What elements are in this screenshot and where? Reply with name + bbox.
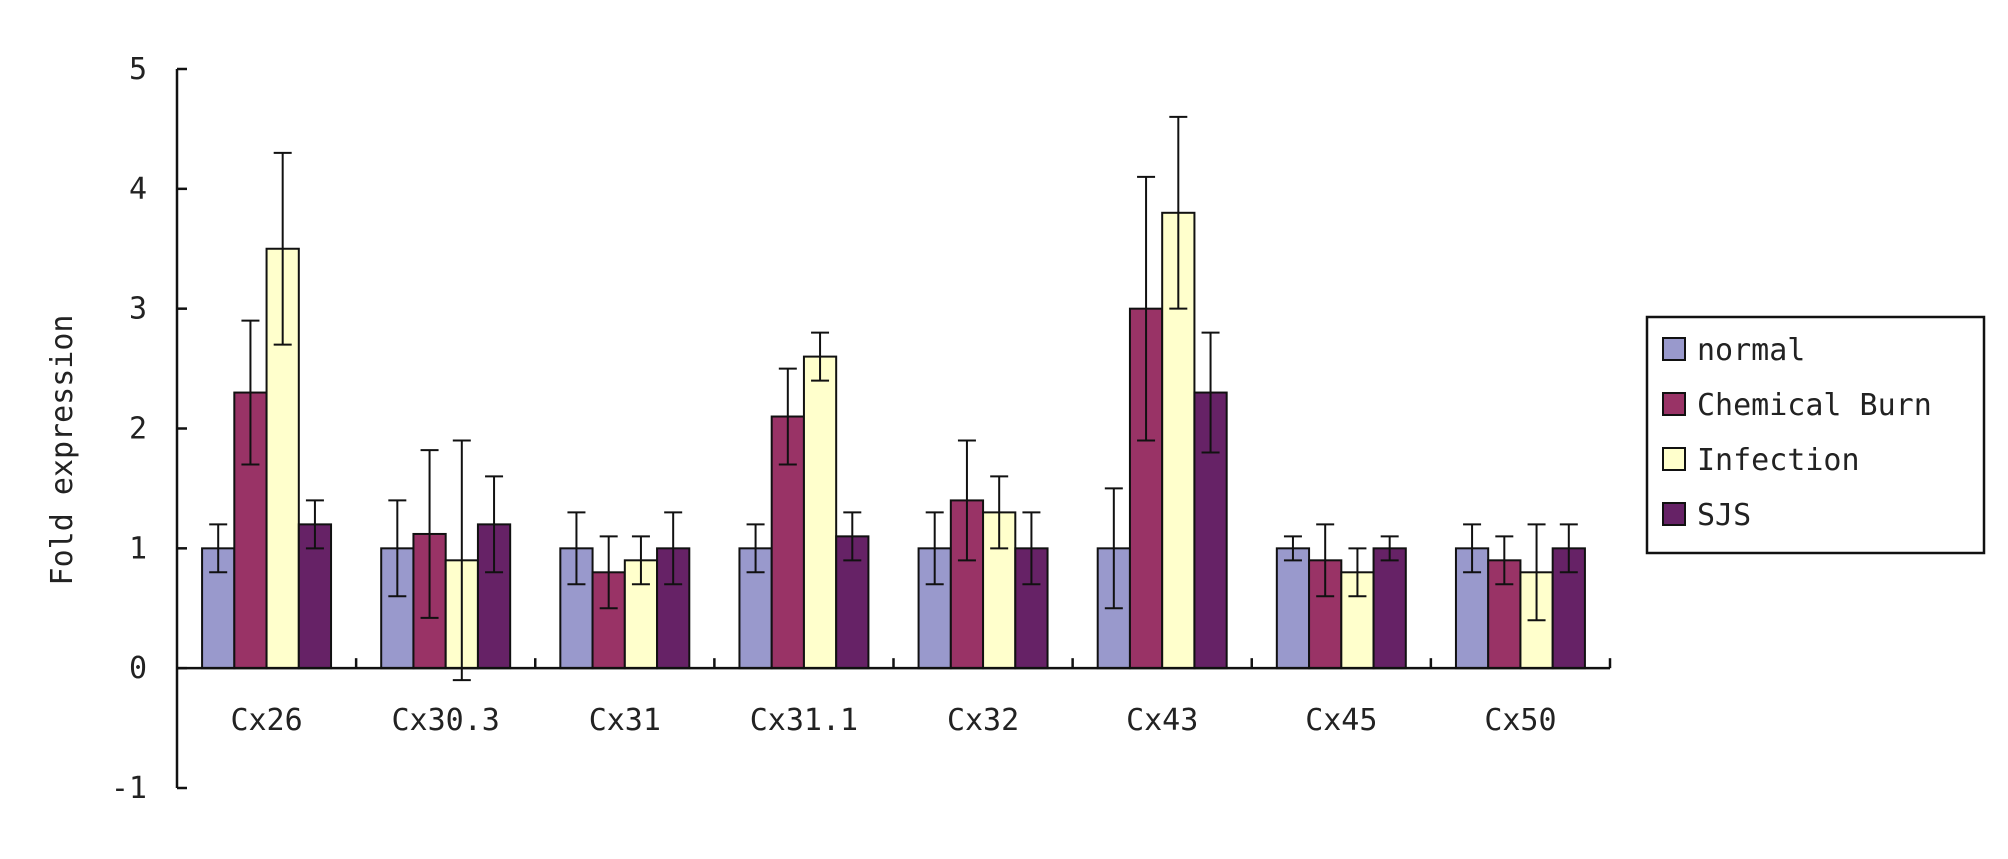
x-tick-label: Cx50 xyxy=(1484,703,1556,738)
legend-box xyxy=(1645,315,1986,555)
bars-group xyxy=(201,115,1586,682)
legend-label: normal xyxy=(1697,333,1805,368)
legend: normal Chemical Burn Infection SJS xyxy=(1645,315,1986,555)
y-tick-label: 0 xyxy=(129,651,147,686)
legend-swatch xyxy=(1662,447,1686,471)
bar-normal xyxy=(1275,547,1311,670)
bar-infection xyxy=(802,355,838,670)
y-tick-label: 4 xyxy=(129,172,147,207)
x-tick-label: Cx31 xyxy=(589,703,661,738)
x-tick-label: Cx30.3 xyxy=(392,703,500,738)
y-axis-label: Fold expression xyxy=(45,315,80,586)
y-tick-label: 2 xyxy=(129,412,147,447)
x-tick-label: Cx45 xyxy=(1305,703,1377,738)
legend-label: SJS xyxy=(1697,498,1751,533)
legend-swatch xyxy=(1662,337,1686,361)
legend-swatch xyxy=(1662,392,1686,416)
y-tick-label: 3 xyxy=(129,292,147,327)
legend-label: Chemical Burn xyxy=(1697,388,1932,423)
axes-group: -1 0 1 2 3 4 5 Cx26 Cx30.3 Cx31 Cx31.1 Cx32 Cx43 Cx45… xyxy=(111,52,1612,806)
legend-swatch xyxy=(1662,502,1686,526)
x-tick-label: Cx26 xyxy=(230,703,302,738)
y-tick-label: -1 xyxy=(111,771,147,806)
x-tick-label: Cx31.1 xyxy=(750,703,858,738)
x-tick-label: Cx43 xyxy=(1126,703,1198,738)
y-tick-label: 5 xyxy=(129,52,147,87)
x-tick-label: Cx32 xyxy=(947,703,1019,738)
legend-label: Infection xyxy=(1697,443,1860,478)
bar-sjs xyxy=(1372,547,1407,670)
y-tick-label: 1 xyxy=(129,531,147,566)
